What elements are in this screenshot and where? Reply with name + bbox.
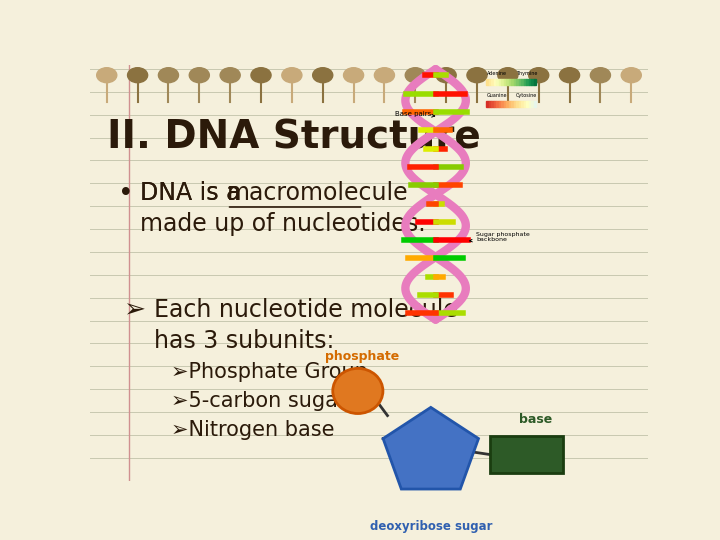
Bar — [526, 79, 528, 85]
Bar — [531, 79, 534, 85]
Circle shape — [158, 68, 179, 83]
Bar — [514, 79, 516, 85]
Text: Each nucleotide molecule: Each nucleotide molecule — [154, 298, 458, 322]
Circle shape — [405, 68, 426, 83]
Bar — [516, 101, 518, 107]
Text: DNA is a macromolecule: DNA is a macromolecule — [140, 181, 430, 205]
Bar — [514, 101, 516, 107]
Bar — [504, 79, 506, 85]
Text: Sugar phosphate
backbone: Sugar phosphate backbone — [469, 232, 530, 242]
Bar — [534, 101, 536, 107]
Circle shape — [590, 68, 611, 83]
Circle shape — [621, 68, 642, 83]
Text: Adenine: Adenine — [487, 71, 507, 76]
Text: macromolecule: macromolecule — [227, 181, 408, 205]
Bar — [523, 101, 526, 107]
Polygon shape — [383, 407, 479, 489]
Text: II. DNA Structure: II. DNA Structure — [107, 119, 480, 157]
Bar — [501, 101, 504, 107]
Bar — [501, 79, 504, 85]
Bar — [494, 101, 496, 107]
Circle shape — [436, 68, 456, 83]
Bar — [494, 79, 496, 85]
Circle shape — [528, 68, 549, 83]
Bar — [491, 79, 494, 85]
Text: ➢: ➢ — [124, 298, 145, 323]
Bar — [498, 101, 501, 107]
Bar — [498, 79, 501, 85]
Text: Cytosine: Cytosine — [516, 93, 538, 98]
Bar — [518, 79, 521, 85]
Text: DNA is a: DNA is a — [140, 181, 248, 205]
Bar — [526, 101, 528, 107]
Bar — [490, 436, 563, 473]
Text: base: base — [519, 413, 552, 426]
Circle shape — [333, 368, 383, 414]
Text: ➢Phosphate Group: ➢Phosphate Group — [171, 362, 368, 382]
Circle shape — [467, 68, 487, 83]
Circle shape — [559, 68, 580, 83]
Bar — [496, 79, 498, 85]
Bar — [521, 79, 523, 85]
Bar — [488, 101, 491, 107]
Bar — [508, 79, 511, 85]
Bar — [504, 101, 506, 107]
Text: Guanine: Guanine — [487, 93, 508, 98]
Text: ➢5-carbon sugar: ➢5-carbon sugar — [171, 391, 346, 411]
Bar — [531, 101, 534, 107]
Bar — [523, 79, 526, 85]
Bar — [516, 79, 518, 85]
Text: made up of nucleotides.: made up of nucleotides. — [140, 212, 426, 237]
Text: Thymine: Thymine — [516, 71, 538, 76]
Bar — [496, 101, 498, 107]
Circle shape — [343, 68, 364, 83]
Bar — [486, 101, 488, 107]
Text: •: • — [118, 181, 133, 207]
Circle shape — [312, 68, 333, 83]
Bar — [506, 101, 508, 107]
Text: phosphate: phosphate — [325, 349, 400, 362]
Text: has 3 subunits:: has 3 subunits: — [154, 329, 335, 353]
Circle shape — [189, 68, 210, 83]
Bar — [486, 79, 488, 85]
Circle shape — [498, 68, 518, 83]
Bar — [491, 101, 494, 107]
Text: Base pairs: Base pairs — [395, 111, 435, 117]
Text: ➢Nitrogen base: ➢Nitrogen base — [171, 420, 334, 440]
Circle shape — [127, 68, 148, 83]
Bar — [511, 101, 514, 107]
Bar — [488, 79, 491, 85]
Circle shape — [220, 68, 240, 83]
Circle shape — [374, 68, 395, 83]
Bar — [511, 79, 514, 85]
Bar — [518, 101, 521, 107]
Circle shape — [251, 68, 271, 83]
Bar — [534, 79, 536, 85]
Bar — [528, 101, 531, 107]
Text: DNA is a: DNA is a — [140, 181, 248, 205]
Bar — [528, 79, 531, 85]
Bar — [508, 101, 511, 107]
Text: deoxyribose sugar: deoxyribose sugar — [369, 520, 492, 533]
Circle shape — [96, 68, 117, 83]
Bar — [506, 79, 508, 85]
Circle shape — [282, 68, 302, 83]
Bar — [521, 101, 523, 107]
